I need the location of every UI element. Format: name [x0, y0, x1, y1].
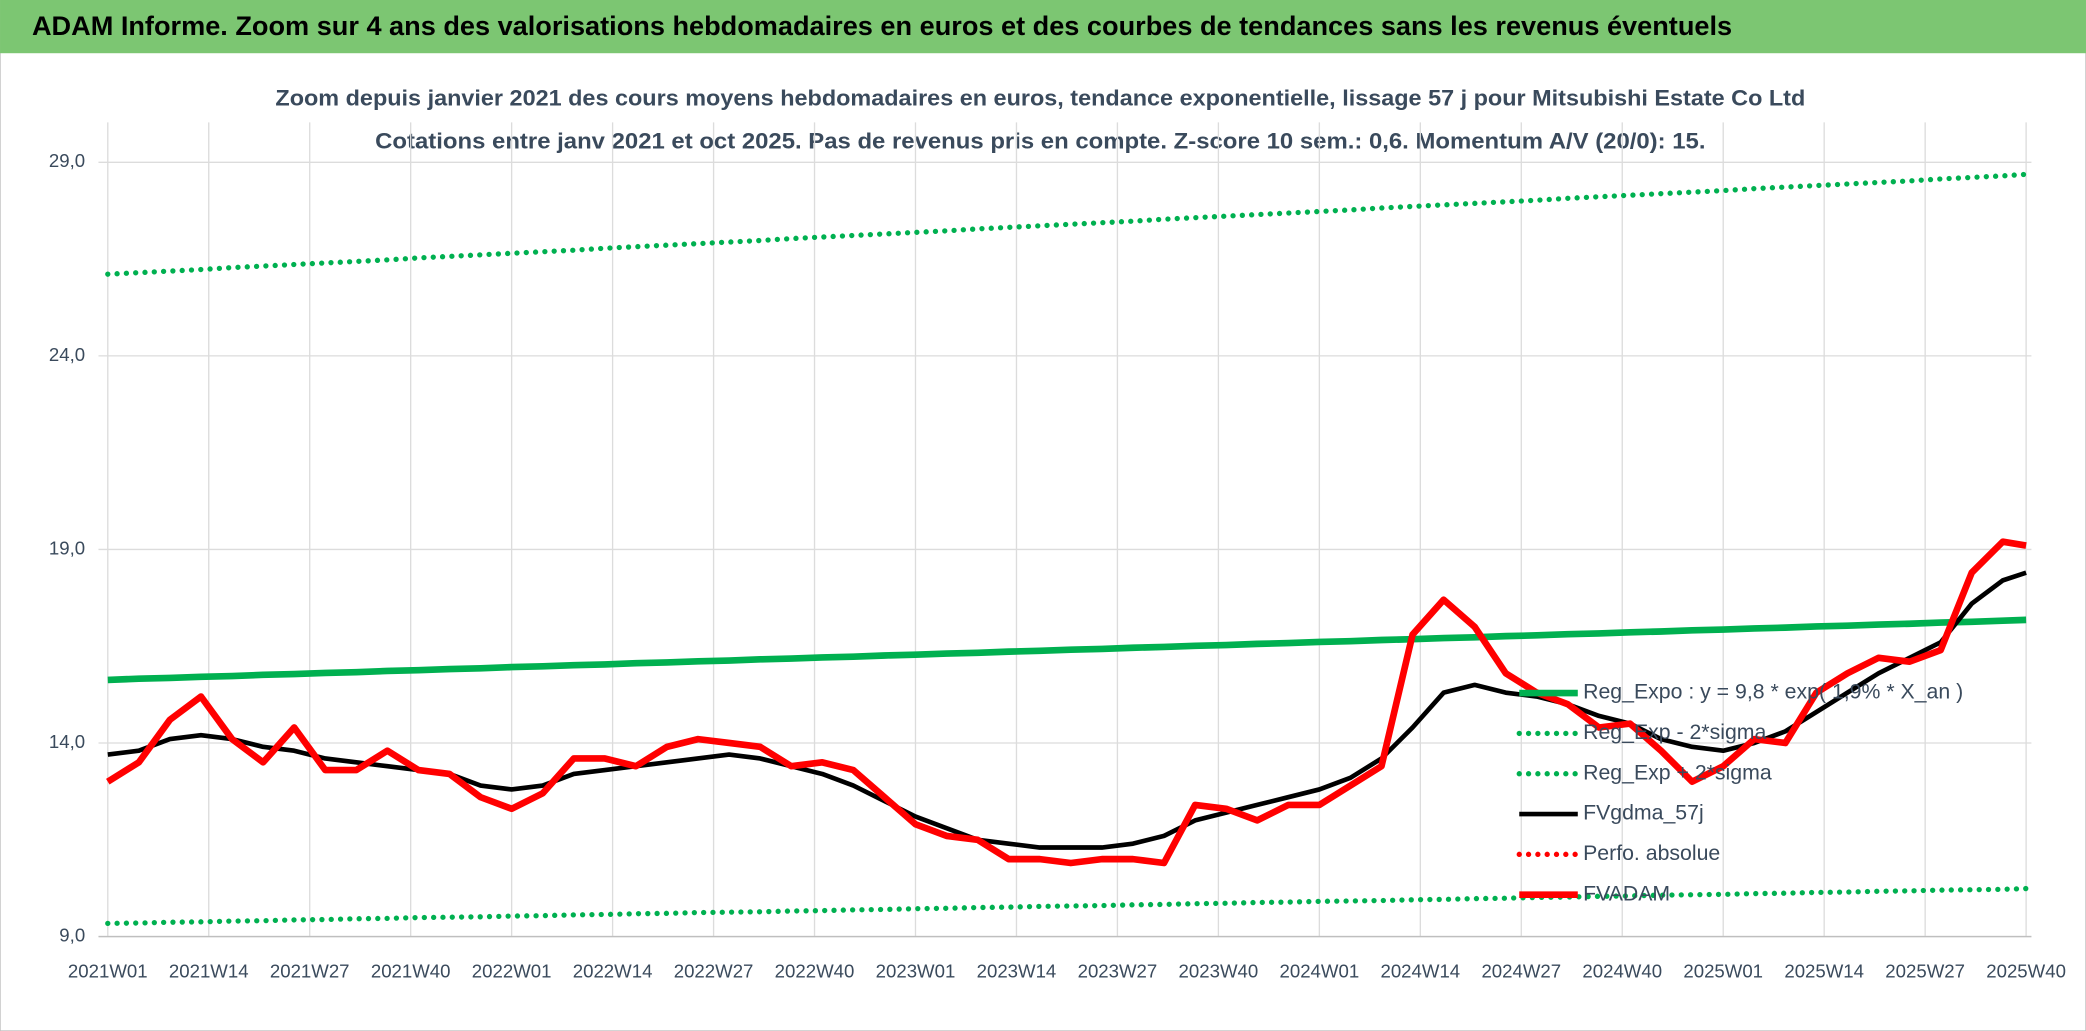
- x-tick-label: 2021W27: [270, 960, 350, 981]
- header-bar: [0, 0, 2086, 54]
- x-tick-label: 2024W27: [1481, 960, 1561, 981]
- chart-title: Zoom depuis janvier 2021 des cours moyen…: [275, 86, 1805, 111]
- legend-label: Reg_Exp + 2*sigma: [1583, 760, 1772, 784]
- y-tick-label: 19,0: [49, 537, 85, 558]
- legend-label: Perfo. absolue: [1583, 841, 1720, 865]
- x-tick-label: 2022W40: [775, 960, 855, 981]
- x-tick-label: 2025W14: [1784, 960, 1864, 981]
- y-tick-label: 29,0: [49, 150, 85, 171]
- legend-label: FVADAM: [1583, 881, 1670, 905]
- legend-label: Reg_Exp - 2*sigma: [1583, 720, 1766, 744]
- x-tick-label: 2025W27: [1885, 960, 1965, 981]
- x-tick-label: 2021W40: [371, 960, 451, 981]
- x-tick-label: 2023W27: [1078, 960, 1158, 981]
- x-tick-label: 2022W14: [573, 960, 653, 981]
- x-tick-label: 2025W40: [1986, 960, 2066, 981]
- x-tick-label: 2024W14: [1380, 960, 1460, 981]
- header-title: ADAM Informe. Zoom sur 4 ans des valoris…: [32, 11, 1732, 41]
- series-line: [106, 538, 2027, 867]
- y-tick-label: 9,0: [59, 924, 85, 945]
- legend-label: FVgdma_57j: [1583, 801, 1704, 825]
- x-tick-label: 2022W27: [674, 960, 754, 981]
- y-tick-label: 24,0: [49, 344, 85, 365]
- series-line: [107, 616, 2027, 684]
- x-tick-label: 2023W14: [977, 960, 1057, 981]
- x-tick-label: 2021W01: [68, 960, 148, 981]
- legend-label: Reg_Expo : y = 9,8 * exp( 1,9% * X_an ): [1583, 680, 1963, 704]
- x-tick-label: 2023W40: [1179, 960, 1259, 981]
- x-tick-label: 2023W01: [876, 960, 956, 981]
- x-tick-label: 2021W14: [169, 960, 249, 981]
- x-tick-label: 2025W01: [1683, 960, 1763, 981]
- x-tick-label: 2024W40: [1582, 960, 1662, 981]
- x-tick-label: 2022W01: [472, 960, 552, 981]
- chart-subtitle: Cotations entre janv 2021 et oct 2025. P…: [375, 128, 1705, 153]
- x-tick-label: 2024W01: [1280, 960, 1360, 981]
- y-tick-label: 14,0: [49, 731, 85, 752]
